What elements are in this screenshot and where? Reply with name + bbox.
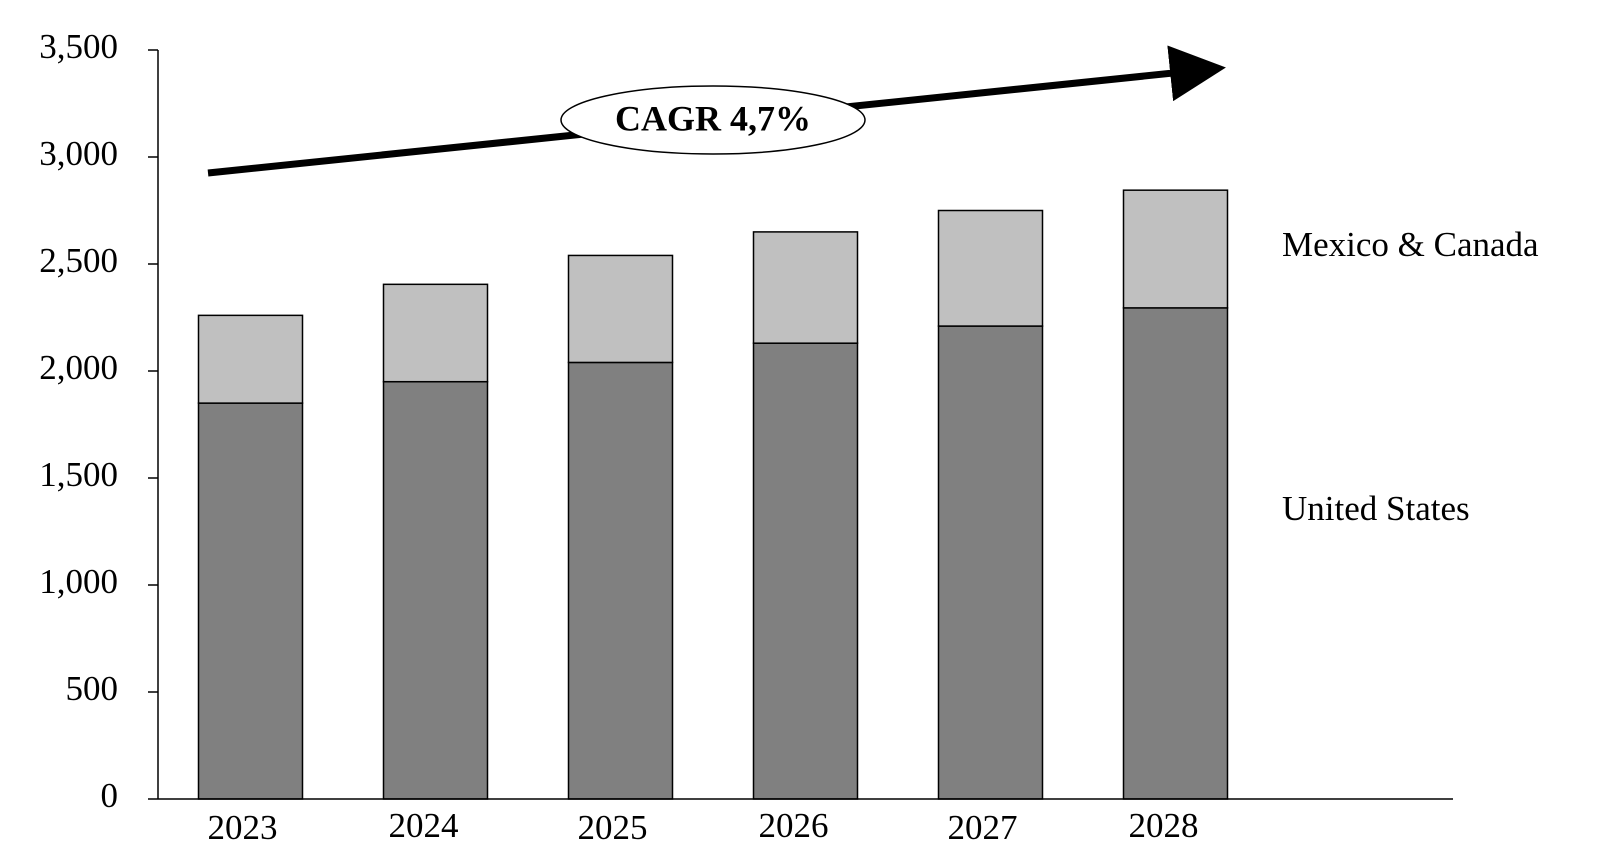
bar-segment [1122, 189, 1229, 309]
x-tick-label: 2025 [578, 808, 648, 847]
bar-segment [197, 314, 304, 404]
annotation: CAGR 4,7% [615, 98, 811, 138]
x-tick-label: 2026 [759, 806, 829, 845]
y-tick-label: 2,500 [39, 241, 118, 280]
bar-segment [937, 209, 1044, 327]
y-tick-label: 3,000 [39, 134, 118, 173]
bar-segment [1122, 307, 1229, 800]
y-tick-label: 3,500 [39, 27, 118, 66]
y-tick-label: 0 [101, 776, 119, 815]
annotation-bubble [560, 85, 866, 155]
bar-segment [197, 402, 304, 800]
bar-segment [752, 231, 859, 344]
x-tick-label: 2028 [1129, 806, 1199, 845]
legend-label: Mexico & Canada [1282, 225, 1539, 264]
x-tick-label: 2027 [948, 808, 1018, 847]
y-tick-label: 500 [66, 669, 119, 708]
bar-segment [382, 380, 489, 800]
y-tick-label: 1,000 [39, 562, 118, 601]
bar-segment [567, 361, 674, 800]
bar-segment [567, 254, 674, 364]
bar-segment [382, 283, 489, 383]
y-tick-label: 1,500 [39, 455, 118, 494]
x-tick-label: 2024 [389, 806, 459, 845]
x-tick-label: 2023 [208, 808, 278, 847]
y-tick-label: 2,000 [39, 348, 118, 387]
bar-segment [752, 342, 859, 800]
legend-label: United States [1282, 489, 1470, 528]
bar-segment [937, 325, 1044, 800]
